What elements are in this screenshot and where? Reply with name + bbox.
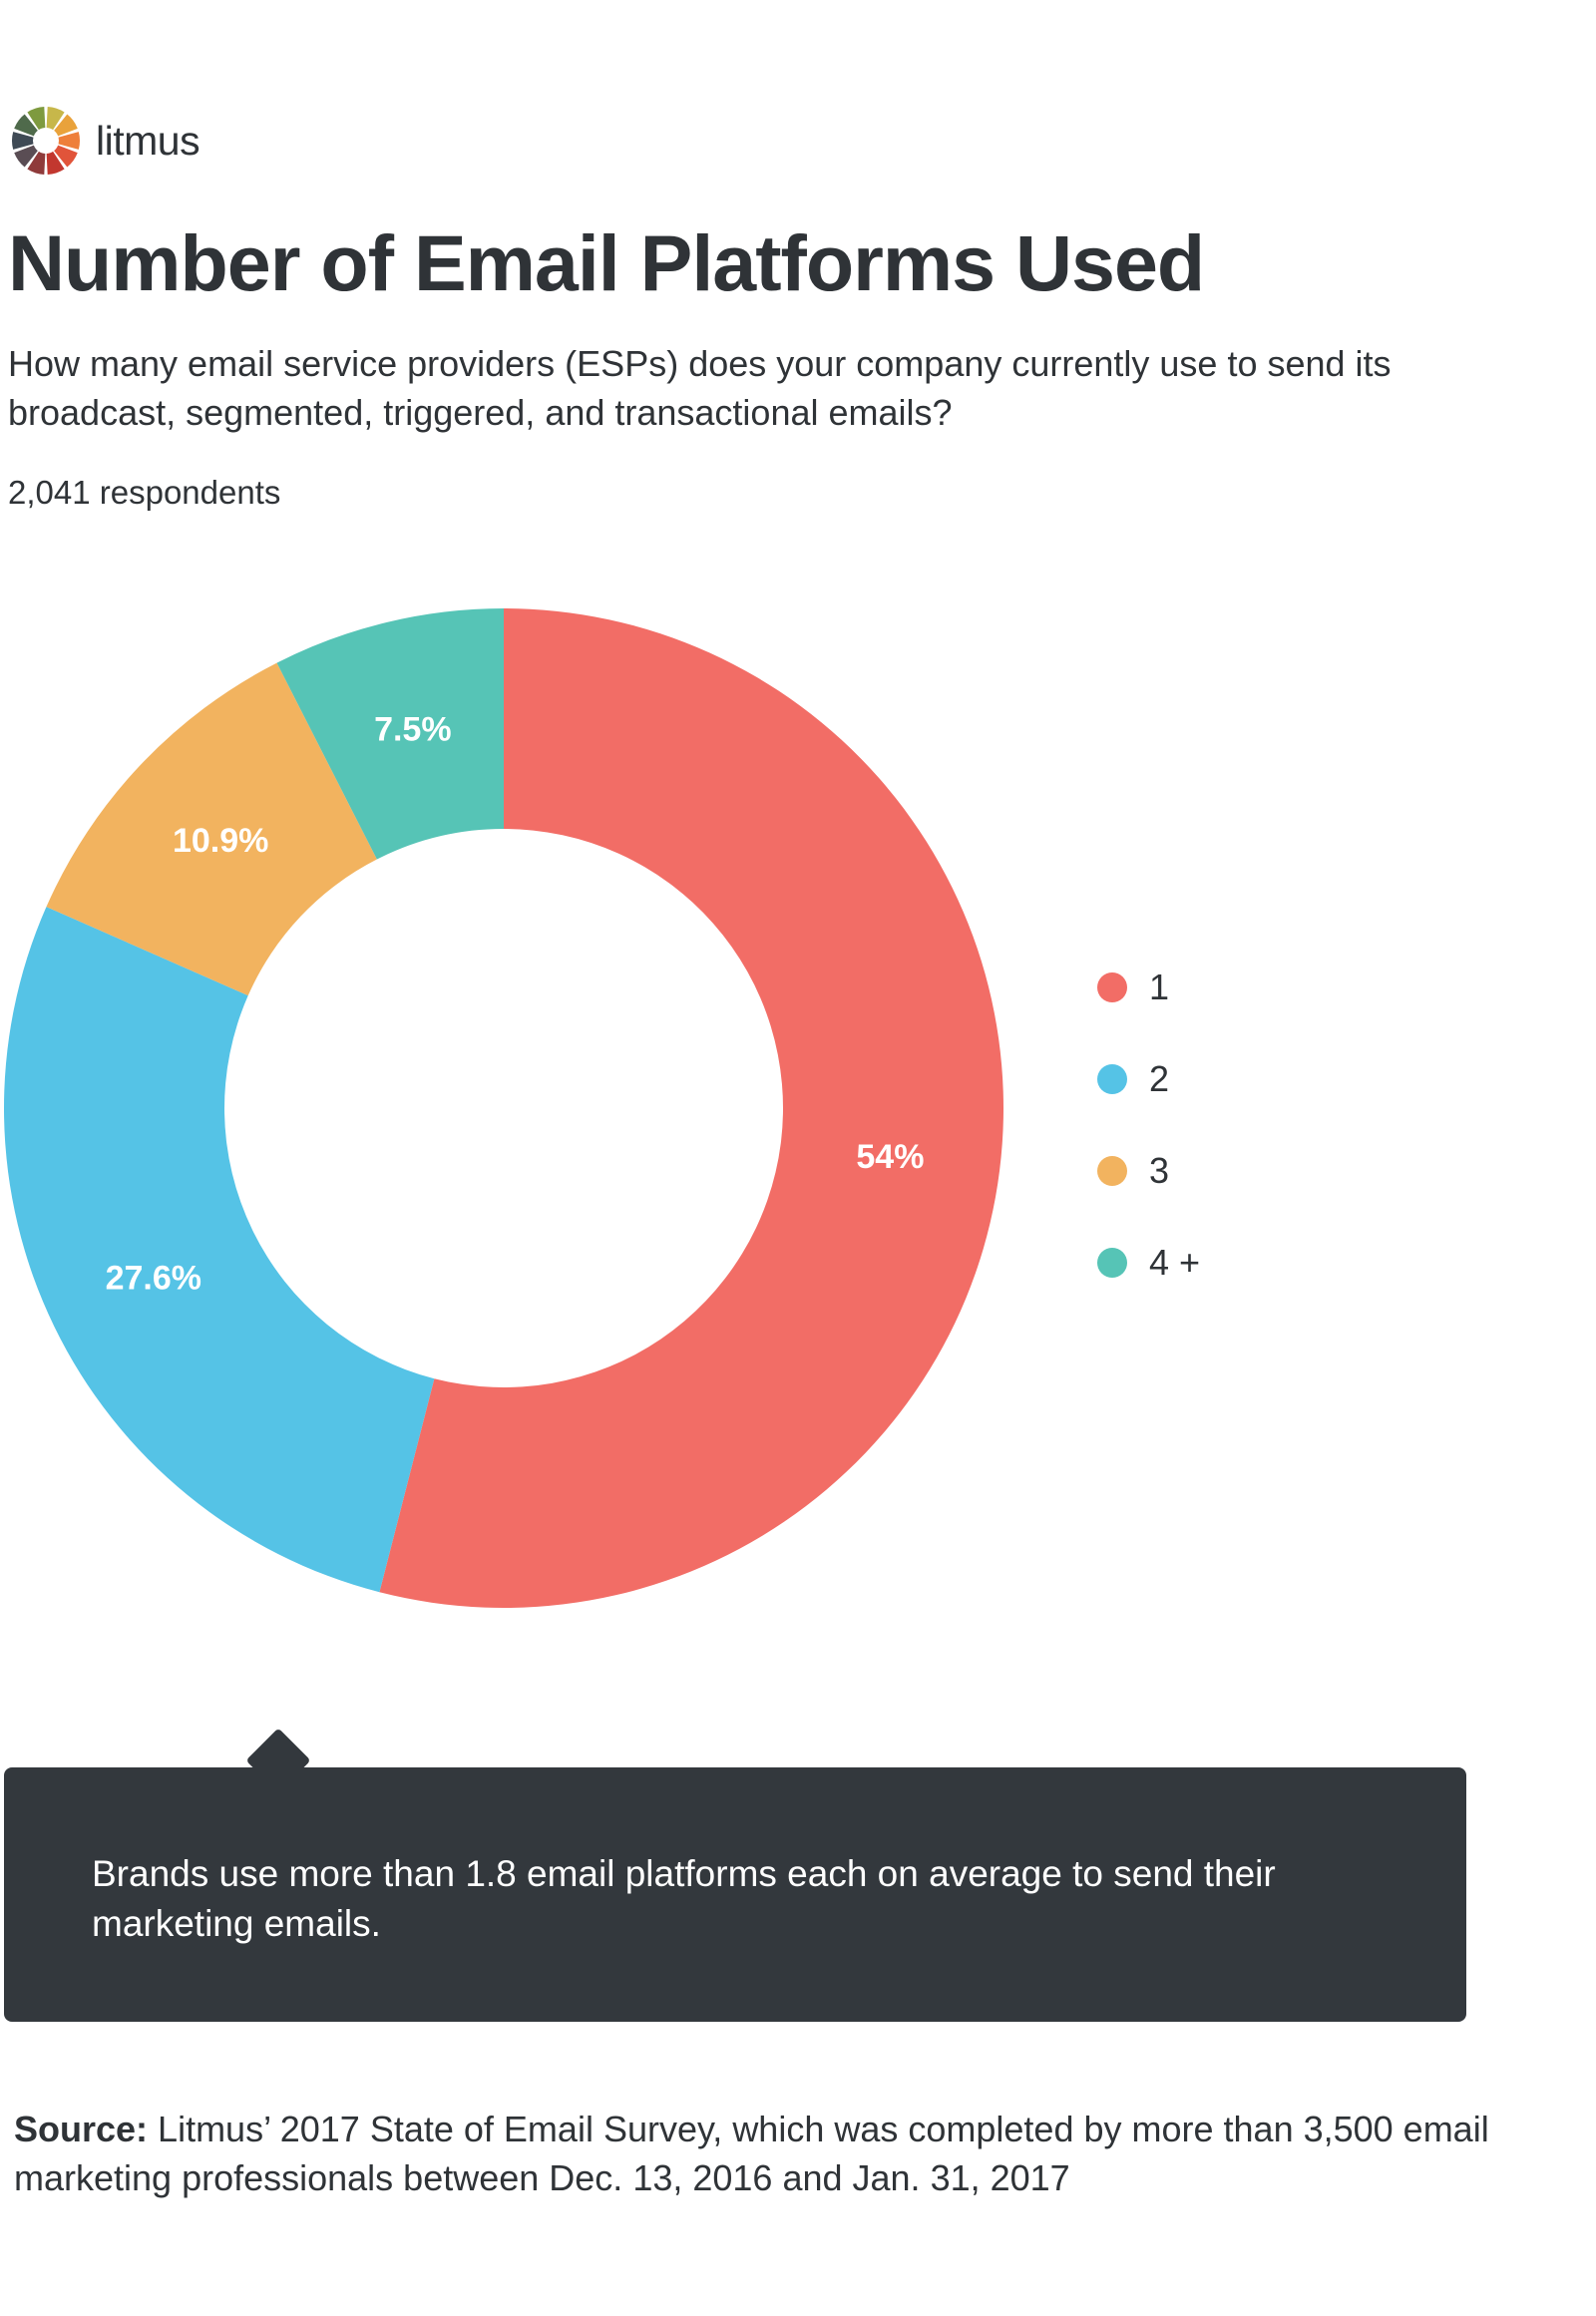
donut-chart: 54% 27.6% 10.9% 7.5% xyxy=(3,608,1003,1608)
donut-slice-1 xyxy=(379,608,1003,1608)
legend-item-3: 3 xyxy=(1097,1125,1200,1217)
brand-name: litmus xyxy=(96,117,200,164)
legend-swatch xyxy=(1097,1248,1127,1278)
logo-wheel-segment xyxy=(54,114,78,137)
slice-value-label-2: 27.6% xyxy=(106,1260,201,1298)
source-note: Source: Litmus’ 2017 State of Email Surv… xyxy=(14,2105,1570,2202)
legend-label: 4 + xyxy=(1149,1242,1201,1283)
brand-logo: litmus xyxy=(10,105,200,177)
slice-value-label-3: 10.9% xyxy=(173,822,268,860)
legend-swatch xyxy=(1097,1064,1127,1094)
legend-swatch xyxy=(1097,1156,1127,1186)
donut-slice-4 xyxy=(276,608,504,860)
slice-value-label-4: 7.5% xyxy=(374,710,452,748)
source-label: Source: xyxy=(14,2109,149,2149)
callout-text: Brands use more than 1.8 email platforms… xyxy=(92,1853,1276,1944)
logo-wheel-segment xyxy=(58,132,80,150)
source-text: Litmus’ 2017 State of Email Survey, whic… xyxy=(14,2109,1489,2198)
logo-wheel-segment xyxy=(14,145,38,168)
logo-wheel-segment xyxy=(27,107,46,131)
logo-wheel-segment xyxy=(46,151,65,175)
logo-wheel-segment xyxy=(54,145,78,168)
survey-question: How many email service providers (ESPs) … xyxy=(8,343,1392,433)
logo-wheel-segment xyxy=(27,151,46,175)
donut-slice-2 xyxy=(3,907,435,1593)
slice-value-label-1: 54% xyxy=(856,1138,924,1176)
legend-label: 1 xyxy=(1149,966,1170,1007)
insight-callout: Brands use more than 1.8 email platforms… xyxy=(4,1767,1466,2022)
page-title: Number of Email Platforms Used xyxy=(8,218,1205,307)
logo-wheel-segment xyxy=(14,114,38,137)
logo-wheel-segment xyxy=(46,107,65,131)
legend-swatch xyxy=(1097,972,1127,1002)
legend-item-4: 4 + xyxy=(1097,1217,1200,1309)
legend-item-1: 1 xyxy=(1097,942,1200,1033)
legend-label: 2 xyxy=(1149,1058,1170,1099)
litmus-color-wheel-icon xyxy=(12,107,80,175)
donut-slice-3 xyxy=(46,662,377,996)
legend-label: 3 xyxy=(1149,1150,1170,1191)
logo-wheel-segment xyxy=(12,132,34,150)
chart-legend: 1 2 3 4 + xyxy=(1097,942,1200,1309)
respondent-count: 2,041 respondents xyxy=(8,474,281,511)
legend-item-2: 2 xyxy=(1097,1033,1200,1125)
